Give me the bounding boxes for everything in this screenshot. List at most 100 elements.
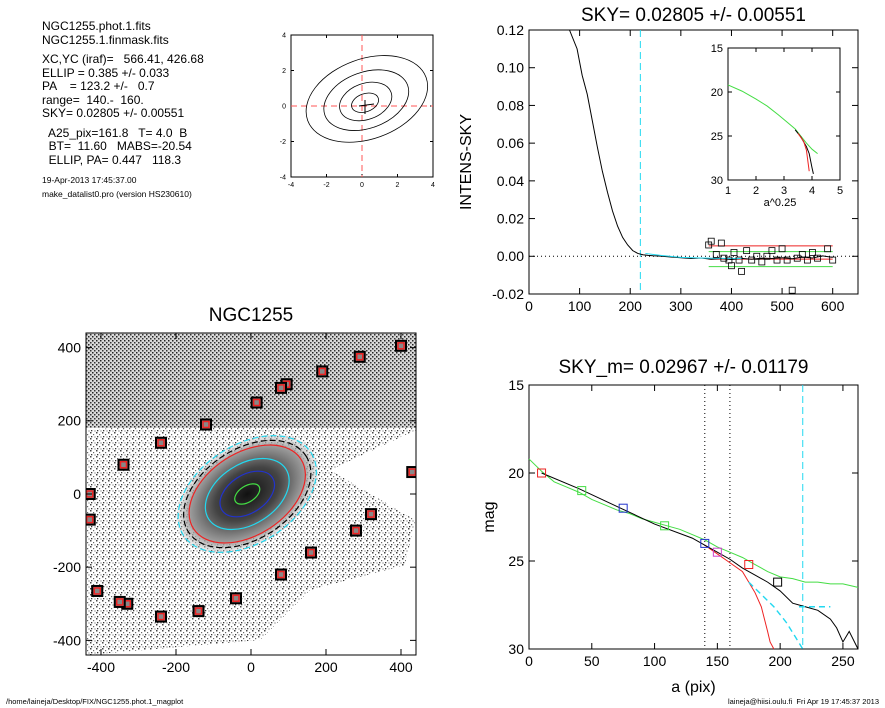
inset-profile-line xyxy=(727,84,818,154)
masked-star xyxy=(305,546,317,559)
mag-marker xyxy=(744,560,754,570)
masked-star xyxy=(91,584,104,597)
sky-point xyxy=(705,241,713,249)
sky-point xyxy=(743,247,751,255)
isophote-ellipse xyxy=(177,435,317,553)
masked-star xyxy=(155,436,167,449)
isophote-contour xyxy=(305,55,429,143)
info-sky: SKY= 0.02805 +/- 0.00551 xyxy=(42,106,185,120)
sky-point xyxy=(717,239,725,247)
contour-panel: -4 -2 0 2 4 4 2 0 -2 -4 xyxy=(280,32,435,189)
mag-ylabel: mag xyxy=(481,501,498,532)
x-tick-label: 250 xyxy=(831,653,855,669)
galaxy-image-panel: NGC1255 -400 -200 0 200 400 400 200 0 -200 -400 xyxy=(53,305,417,675)
y-tick-label: 25 xyxy=(711,131,723,143)
sky-point xyxy=(829,256,837,264)
sky-point xyxy=(778,245,786,253)
x-tick-label: 4 xyxy=(431,182,435,189)
mag-title: SKY_m= 0.02967 +/- 0.01179 xyxy=(559,357,809,378)
inset-profile-line xyxy=(794,129,814,174)
sky-point xyxy=(788,286,796,294)
masked-star xyxy=(275,568,287,581)
mag-marker xyxy=(660,521,670,531)
y-tick-label: 0.12 xyxy=(497,22,524,38)
mag-profile-line xyxy=(704,544,775,650)
mag-profile-inner xyxy=(541,472,706,546)
y-tick-label: -4 xyxy=(280,174,286,181)
masked-star-inner xyxy=(116,598,124,606)
sky-title: SKY= 0.02805 +/- 0.00551 xyxy=(581,5,806,26)
masked-star-inner xyxy=(157,612,165,621)
x-tick-label: 2 xyxy=(396,182,400,189)
y-tick-label: 15 xyxy=(711,43,723,55)
sky-inset-panel: 1 2 3 4 5 15 20 25 30 a^0.25 xyxy=(711,43,843,209)
isophote-ellipse xyxy=(219,470,276,518)
x-tick-label: 400 xyxy=(389,659,413,675)
sky-profile-panel: 0 100 200 300 400 500 600 0.12 0.10 0.08 0.06 0.04 0… xyxy=(458,5,859,314)
isophote-ellipse xyxy=(234,483,261,505)
sky-point xyxy=(730,249,738,256)
masked-star xyxy=(353,350,366,363)
fit-info-block: NGC1255.phot.1.fits NGC1255.1.finmask.fi… xyxy=(42,19,204,201)
center-cross xyxy=(358,100,375,114)
x-tick-label: 200 xyxy=(768,653,792,669)
mag-marker xyxy=(712,547,722,557)
y-tick-label: 25 xyxy=(508,553,524,569)
sky-point xyxy=(735,256,743,264)
mag-marker xyxy=(700,538,710,548)
x-tick-label: 500 xyxy=(770,298,794,314)
plot-frame xyxy=(528,29,859,295)
mag-profile-line xyxy=(528,458,859,588)
isophote-contour xyxy=(339,81,393,122)
masked-star xyxy=(275,381,287,394)
sky-point xyxy=(809,249,816,256)
y-tick-label: 0.08 xyxy=(497,97,524,113)
info-a25: A25_pix=161.8 T= 4.0 B xyxy=(42,125,188,140)
masked-star xyxy=(316,365,329,378)
x-tick-label: 2 xyxy=(753,185,759,197)
masked-star xyxy=(250,396,263,409)
magnitude-profile-panel: 0 50 100 150 200 250 15 20 25 30 SKY_m= 0.02967 +/… xyxy=(481,357,859,696)
x-tick-label: 50 xyxy=(584,653,600,669)
image-clip xyxy=(86,333,416,655)
x-tick-label: 400 xyxy=(720,298,744,314)
mag-marker xyxy=(577,486,587,496)
x-tick-label: -2 xyxy=(323,182,329,189)
masked-star-inner xyxy=(93,587,101,595)
info-ellip-pa: ELLIP, PA= 0.447 118.3 xyxy=(42,152,182,167)
x-tick-label: 100 xyxy=(643,653,667,669)
y-tick-label: -0.02 xyxy=(492,286,524,302)
mag-profile-line xyxy=(748,581,804,650)
info-timestamp: 19-Apr-2013 17:45:37.00 xyxy=(42,175,137,185)
sky-point xyxy=(712,250,720,258)
sky-point xyxy=(738,267,745,275)
sky-point xyxy=(758,258,766,266)
y-tick-label: -2 xyxy=(280,139,286,146)
y-tick-label: 20 xyxy=(508,465,524,481)
masked-star xyxy=(117,458,130,471)
x-tick-label: 5 xyxy=(837,185,843,197)
x-tick-label: 150 xyxy=(706,653,730,669)
sky-ylabel: INTENS-SKY xyxy=(458,114,475,210)
x-tick-label: -400 xyxy=(87,659,115,675)
plot-frame xyxy=(528,384,859,650)
sky-point xyxy=(793,254,801,262)
y-tick-label: 0 xyxy=(282,103,286,110)
masked-star-inner xyxy=(119,460,128,469)
inset-profile-line xyxy=(797,133,810,172)
x-tick-label: 1 xyxy=(725,185,731,197)
x-tick-label: 0 xyxy=(360,182,364,189)
mag-profile-line xyxy=(704,544,859,650)
info-ellip: ELLIP = 0.385 +/- 0.033 xyxy=(42,65,170,80)
isophote-contour xyxy=(351,92,379,113)
x-tick-label: -200 xyxy=(162,659,190,675)
sky-point xyxy=(728,262,735,270)
masked-star xyxy=(200,418,212,431)
masked-star-inner xyxy=(194,607,203,615)
info-pa: PA = 123.2 +/- 0.7 xyxy=(42,79,155,93)
y-tick-label: 400 xyxy=(58,340,82,356)
y-tick-label: 0.04 xyxy=(497,173,524,189)
y-tick-label: 0.06 xyxy=(497,135,524,151)
mag-marker xyxy=(773,577,783,587)
plot-frame xyxy=(727,47,841,181)
